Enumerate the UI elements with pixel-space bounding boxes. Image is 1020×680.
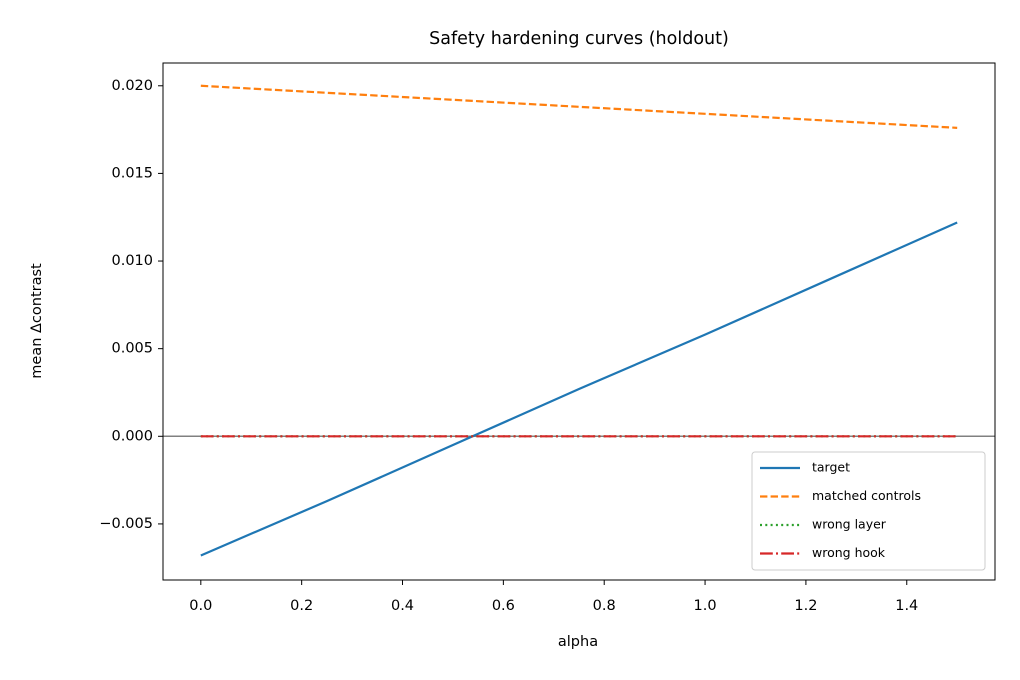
- y-tick-label: 0.015: [111, 165, 153, 181]
- data-line: [200, 221, 958, 557]
- y-axis-label: mean Δcontrast: [29, 263, 45, 379]
- legend-label: wrong layer: [812, 517, 887, 532]
- x-tick-label: 1.0: [694, 598, 717, 614]
- x-tick-label: 0.4: [391, 598, 414, 614]
- chart-title: Safety hardening curves (holdout): [429, 29, 729, 49]
- x-tick-label: 0.0: [189, 598, 212, 614]
- y-tick-label: 0.020: [111, 78, 153, 94]
- y-tick-label: −0.005: [99, 516, 153, 532]
- x-tick-label: 0.6: [492, 598, 515, 614]
- plot-frame: [162, 62, 996, 581]
- x-tick-label: 1.2: [794, 598, 817, 614]
- y-tick-label: 0.005: [111, 341, 153, 357]
- data-line: [200, 84, 958, 129]
- legend-label: matched controls: [812, 488, 921, 503]
- x-tick-label: 1.4: [895, 598, 918, 614]
- x-tick-label: 0.8: [593, 598, 616, 614]
- x-tick-label: 0.2: [290, 598, 313, 614]
- legend-box: [751, 451, 986, 571]
- y-tick-label: 0.010: [111, 253, 153, 269]
- x-axis-label: alpha: [558, 634, 598, 650]
- y-tick-label: 0.000: [111, 428, 153, 444]
- legend-label: target: [812, 460, 850, 475]
- legend-label: wrong hook: [812, 545, 886, 560]
